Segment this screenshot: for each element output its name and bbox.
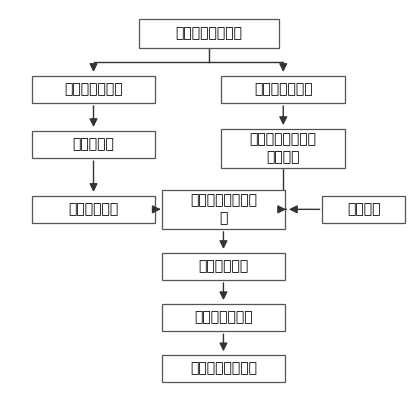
Text: 超声波驱动装置: 超声波驱动装置 [64,82,123,96]
FancyBboxPatch shape [32,75,155,103]
FancyBboxPatch shape [162,190,285,229]
Text: 声场产生的悬浮力: 声场产生的悬浮力 [190,361,257,376]
FancyBboxPatch shape [322,196,405,223]
FancyBboxPatch shape [222,129,345,168]
FancyBboxPatch shape [222,75,345,103]
Text: 气膜动态边界: 气膜动态边界 [69,202,119,216]
FancyBboxPatch shape [139,18,279,48]
Text: 有限元模型: 有限元模型 [73,137,115,151]
FancyBboxPatch shape [162,304,285,331]
FancyBboxPatch shape [32,130,155,158]
Text: 高阶差分求解: 高阶差分求解 [198,259,249,273]
Text: 声场内气压分布: 声场内气压分布 [194,310,253,324]
Text: 超声波挤压气膜: 超声波挤压气膜 [254,82,313,96]
Text: 初始条件: 初始条件 [347,202,380,216]
Text: 近场超声悬浮系统: 近场超声悬浮系统 [176,26,242,40]
FancyBboxPatch shape [32,196,155,223]
Text: 带粘滞力修正的动
力学模型: 带粘滞力修正的动 力学模型 [250,132,317,164]
Text: 非线性对流扩散方
程: 非线性对流扩散方 程 [190,193,257,225]
FancyBboxPatch shape [162,253,285,280]
FancyBboxPatch shape [162,355,285,383]
